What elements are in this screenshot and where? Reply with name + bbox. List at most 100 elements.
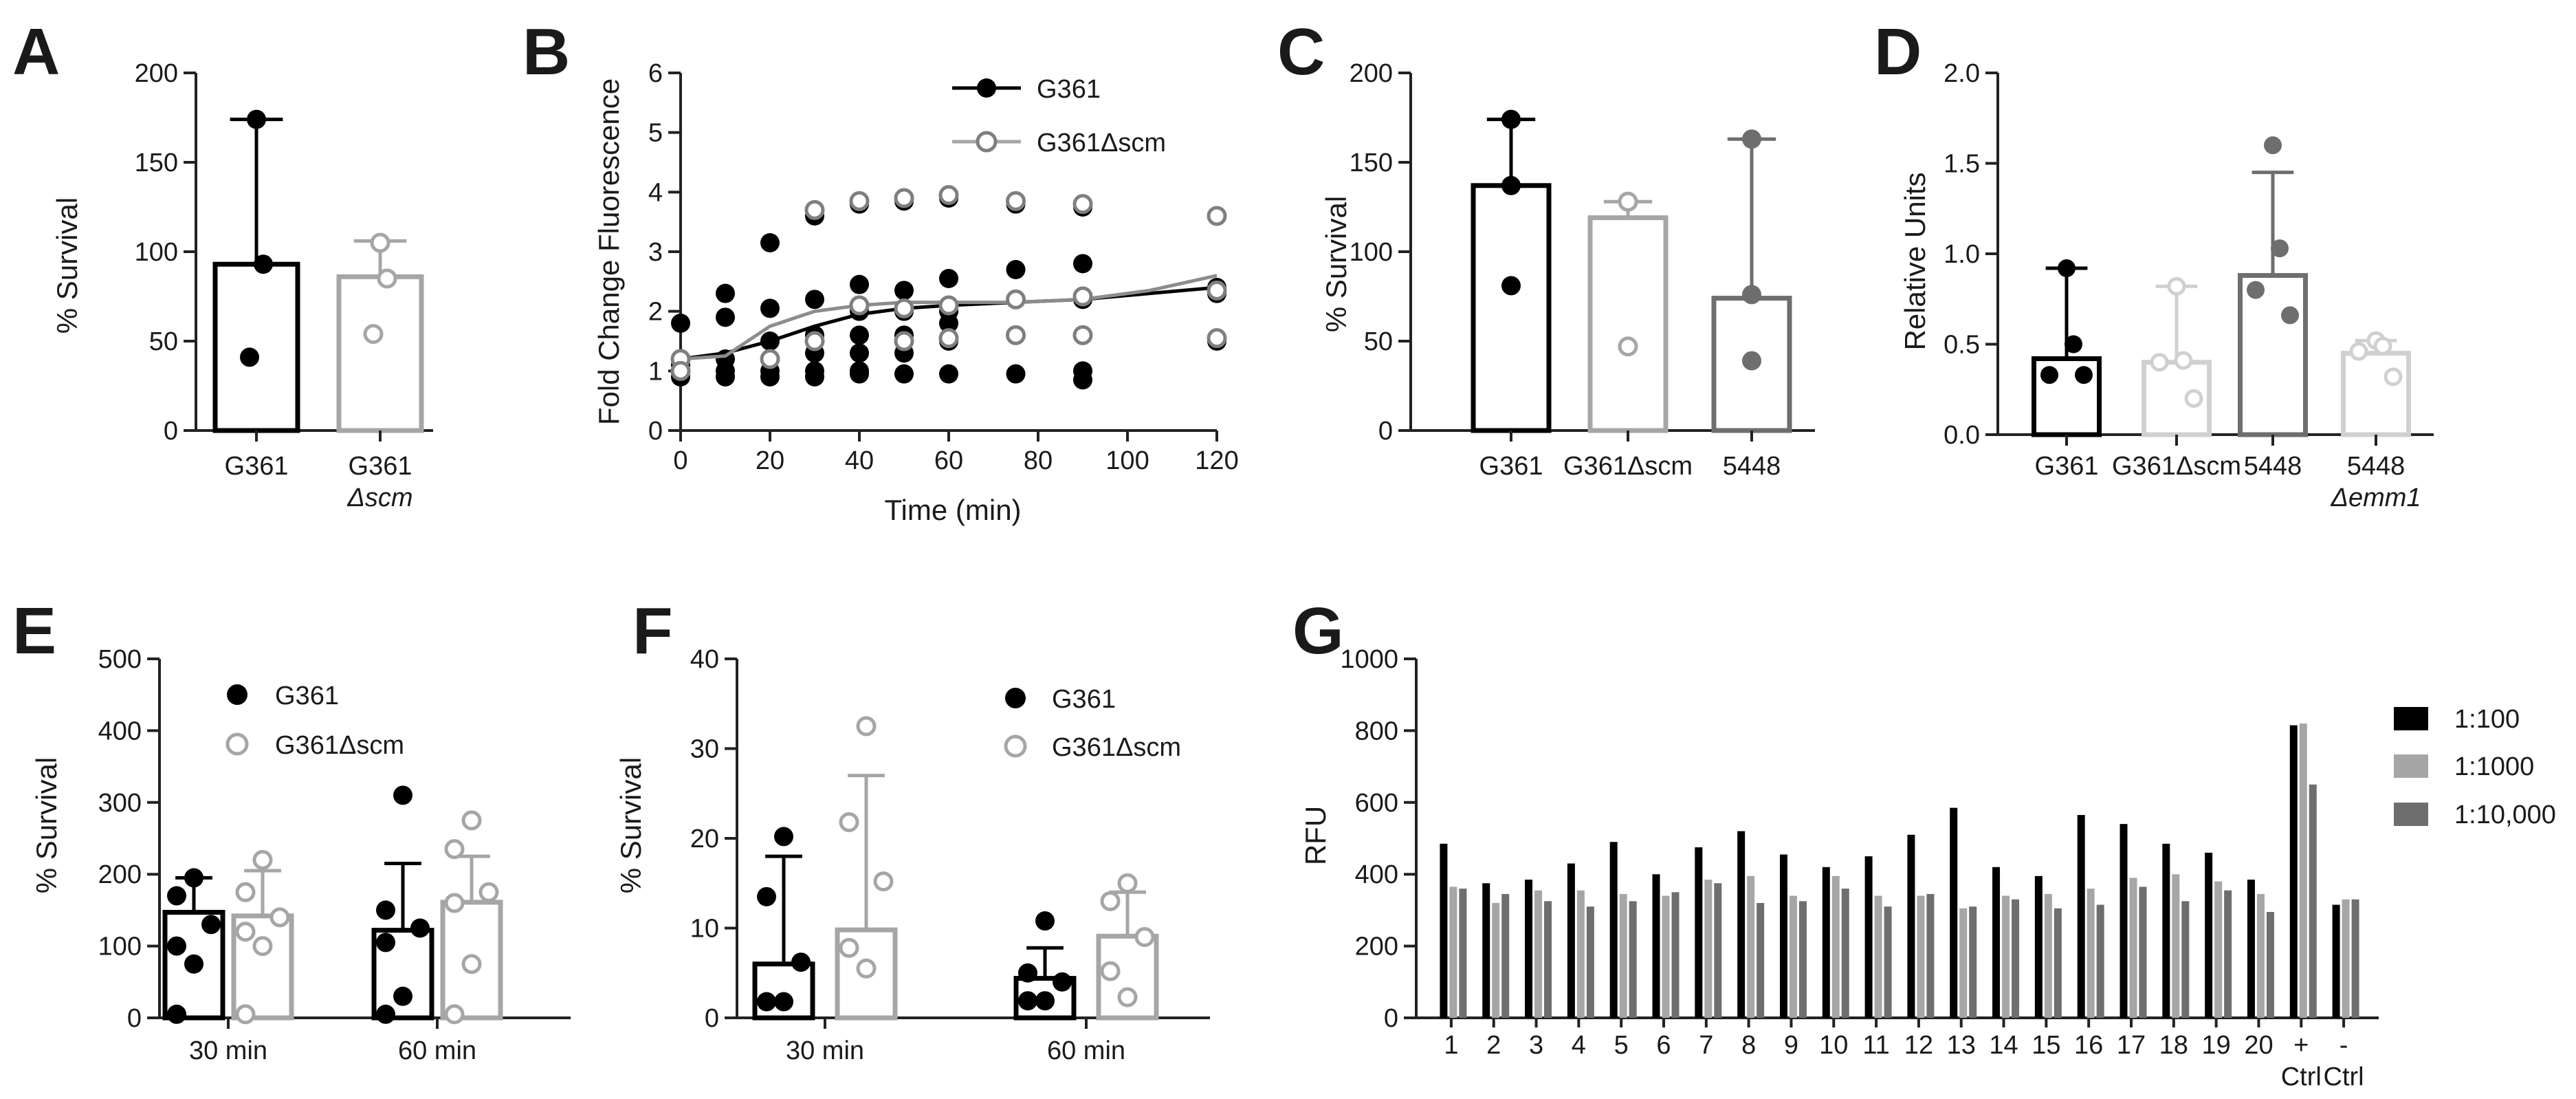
a-bar: [336, 274, 424, 433]
b-ytick-label: 4: [648, 178, 663, 207]
f-ytick-label: 30: [690, 735, 719, 764]
c-point: [1501, 276, 1521, 296]
f-ytick-label: 10: [690, 915, 719, 944]
e-point: [235, 922, 256, 942]
legend-e-label-g361: G361: [275, 682, 339, 710]
d-point: [2247, 281, 2265, 299]
e-xtick-label: 60 min: [398, 1036, 476, 1065]
e-point: [201, 915, 221, 935]
c-point: [1742, 285, 1761, 305]
e-point: [461, 954, 482, 975]
ylabel-c: % Survival: [1320, 196, 1352, 332]
legend-e-label-scm: G361Δscm: [275, 731, 404, 760]
e-point: [376, 933, 395, 953]
b-point-g361: [850, 274, 869, 294]
e-point: [376, 1004, 395, 1024]
g-bar: [2256, 893, 2265, 1018]
b-xtick-label: 80: [1024, 446, 1053, 475]
b-ytick-label: 1: [648, 357, 663, 386]
b-ytick-label: 5: [648, 119, 663, 148]
e-point: [269, 907, 290, 928]
legend-f-label-scm: G361Δscm: [1052, 733, 1181, 762]
g-bar: [1695, 847, 1703, 1018]
b-point-scm: [894, 188, 914, 208]
legend-b-label-scm: G361Δscm: [1037, 129, 1166, 157]
e-point: [235, 882, 256, 902]
f-bar: [835, 927, 898, 1021]
b-xtick-label: 0: [673, 446, 687, 475]
f-ytick-label: 20: [690, 825, 719, 853]
c-ytick-label: 100: [1350, 238, 1393, 267]
g-bar: [2332, 904, 2340, 1018]
b-point-g361: [760, 367, 780, 387]
b-point-g361: [850, 364, 869, 384]
e-ytick-label: 300: [98, 789, 142, 818]
f-point: [856, 716, 877, 737]
b-point-g361: [716, 367, 735, 387]
g-ytick-label: 600: [1355, 789, 1398, 818]
g-bar: [1789, 895, 1797, 1018]
b-ytick-label: 6: [648, 59, 663, 88]
legend-b-label-g361: G361: [1037, 75, 1101, 104]
legend-e-marker-scm: [225, 732, 249, 756]
f-point: [1018, 991, 1037, 1011]
e-point: [376, 900, 395, 920]
f-point: [839, 812, 859, 833]
legend-g-swatch-2: [2394, 754, 2428, 778]
a-bar: [212, 261, 300, 433]
legend-g-swatch-3: [2394, 803, 2428, 826]
g-ytick-label: 400: [1355, 860, 1398, 889]
legend-e-marker-g361: [227, 684, 247, 705]
b-point-scm: [1072, 286, 1093, 307]
g-bar: [2012, 899, 2020, 1018]
b-point-scm: [670, 360, 691, 381]
d-ytick-label: 0.0: [1944, 421, 1980, 450]
e-point: [444, 1004, 465, 1025]
g-bar: [1662, 895, 1670, 1018]
g-xtick-label: 4: [1572, 1031, 1586, 1060]
g-bar: [2214, 881, 2223, 1018]
d-point: [2184, 389, 2203, 408]
g-bar: [2077, 815, 2085, 1018]
a-xtick-label: G361: [225, 452, 289, 481]
e-point: [410, 918, 430, 938]
g-bar: [1449, 886, 1457, 1018]
e-point: [184, 868, 203, 888]
b-point-g361: [850, 343, 869, 363]
a-ytick-label: 200: [135, 59, 178, 88]
b-point-g361: [1006, 260, 1026, 279]
f-point: [1035, 911, 1055, 931]
d-point: [2281, 306, 2299, 325]
g-bar: [1576, 890, 1585, 1018]
g-xtick-label: 13: [1947, 1031, 1976, 1060]
g-ytick-label: 800: [1355, 717, 1398, 746]
g-xtick-label-2: Ctrl: [2324, 1063, 2364, 1091]
e-point: [167, 936, 186, 956]
b-point-scm: [938, 295, 959, 316]
b-point-g361: [716, 307, 735, 327]
g-bar: [1459, 889, 1467, 1018]
b-point-g361: [894, 364, 914, 384]
panel-label-b: B: [522, 15, 570, 89]
g-xtick-label: 14: [1989, 1031, 2018, 1060]
b-point-g361: [716, 283, 735, 303]
b-xtick-label: 20: [756, 446, 784, 475]
f-bar: [1096, 933, 1159, 1021]
panel-label-c: C: [1277, 15, 1325, 89]
b-point-scm: [1006, 325, 1026, 345]
b-xtick-label: 40: [845, 446, 874, 475]
d-ytick-label: 2.0: [1944, 59, 1980, 88]
g-xtick-label: 18: [2159, 1031, 2188, 1060]
legend-g-label-1: 1:100: [2454, 705, 2520, 734]
g-xtick-label: 15: [2032, 1031, 2060, 1060]
d-point: [2040, 366, 2058, 384]
b-point-g361: [760, 233, 780, 252]
g-xtick-label: 5: [1614, 1031, 1629, 1060]
b-point-g361: [805, 367, 824, 387]
g-bar: [2299, 723, 2307, 1018]
e-point: [235, 1004, 256, 1025]
g-bar: [2129, 878, 2137, 1018]
d-ytick-label: 0.5: [1944, 331, 1980, 360]
d-point: [2264, 136, 2282, 155]
e-point: [184, 954, 203, 974]
